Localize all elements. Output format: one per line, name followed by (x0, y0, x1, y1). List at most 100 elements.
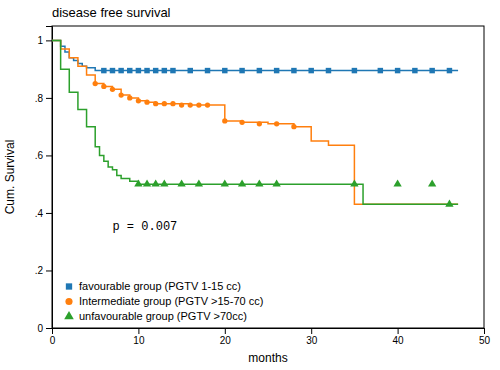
tick-mark (311, 328, 312, 334)
censor-marker (222, 118, 227, 123)
tick: .2 (35, 265, 52, 276)
survival-curve (52, 40, 458, 204)
censor-marker (134, 179, 142, 186)
censor-marker (179, 102, 184, 107)
tick-mark (46, 328, 52, 329)
tick-mark (398, 328, 399, 334)
censor-marker (170, 101, 175, 106)
censor-marker (177, 179, 185, 186)
censor-marker (127, 68, 132, 73)
legend-symbol (66, 283, 72, 289)
censor-marker (153, 68, 158, 73)
tick-label: 40 (393, 335, 405, 346)
legend-entry: unfavourable group (PGTV >70cc) (64, 310, 247, 322)
censor-marker (144, 68, 149, 73)
tick: 50 (479, 328, 491, 346)
censor-marker (274, 121, 279, 126)
censor-marker (428, 179, 436, 186)
censor-marker (238, 179, 246, 186)
legend-entry: Intermediate group (PGTV >15-70 cc) (65, 295, 263, 307)
censor-marker (110, 68, 115, 73)
censor-marker (101, 84, 106, 89)
tick: 0 (37, 323, 52, 334)
tick-mark (46, 270, 52, 271)
plot-frame (52, 26, 484, 328)
tick: .8 (35, 93, 52, 104)
x-axis-title: months (248, 351, 287, 365)
survival-curve (52, 40, 458, 204)
marks (52, 40, 458, 206)
censor-marker (378, 68, 383, 73)
censor-marker (162, 68, 167, 73)
censor-marker (110, 87, 115, 92)
censor-marker (239, 68, 244, 73)
tick-label: .6 (35, 150, 44, 161)
legend-label: Intermediate group (PGTV >15-70 cc) (79, 295, 263, 307)
censor-marker (308, 68, 313, 73)
censor-marker (272, 179, 280, 186)
censor-marker (160, 179, 168, 186)
censor-marker (205, 102, 210, 107)
tick-mark (138, 328, 139, 334)
tick: 1 (37, 35, 52, 46)
tick-label: .4 (35, 208, 44, 219)
censor-marker (118, 68, 123, 73)
tick-label: .8 (35, 93, 44, 104)
survival-curve (52, 40, 458, 70)
tick-label: 20 (220, 335, 232, 346)
censor-marker (393, 179, 401, 186)
axis-domain (46, 27, 53, 329)
tick: .6 (35, 150, 52, 161)
legend-label: unfavourable group (PGTV >70cc) (79, 310, 247, 322)
censor-marker (93, 81, 98, 86)
tick-mark (46, 155, 52, 156)
tick: 20 (220, 328, 232, 346)
censor-marker (136, 98, 141, 103)
tick: .4 (35, 208, 52, 219)
censor-marker (170, 68, 175, 73)
tick-label: 0 (50, 335, 56, 346)
censor-marker (188, 102, 193, 107)
censor-marker (239, 120, 244, 125)
censor-marker (412, 68, 417, 73)
tick-label: 0 (37, 323, 43, 334)
censor-marker (195, 179, 203, 186)
tick-mark (225, 328, 226, 334)
tick: 40 (393, 328, 405, 346)
censor-marker (291, 68, 296, 73)
censor-marker (196, 102, 201, 107)
legend: favourable group (PGTV 1-15 cc) Intermedi… (64, 280, 263, 322)
censor-marker (447, 68, 452, 73)
legend-symbol (64, 311, 74, 319)
tick-mark (484, 328, 485, 334)
censor-marker (257, 68, 262, 73)
censor-marker (127, 95, 132, 100)
tick-mark (46, 40, 52, 41)
censor-marker (445, 200, 453, 207)
censor-marker (188, 68, 193, 73)
axis-domain (53, 329, 485, 335)
tick: 10 (133, 328, 145, 346)
censor-marker (221, 179, 229, 186)
censor-marker (255, 179, 263, 186)
tick-label: 10 (133, 335, 145, 346)
censor-marker (429, 68, 434, 73)
tick: 0 (50, 328, 56, 346)
censor-marker (326, 68, 331, 73)
censor-marker (395, 68, 400, 73)
tick-label: .2 (35, 265, 44, 276)
censor-marker (291, 124, 296, 129)
censor-marker (222, 68, 227, 73)
censor-marker (144, 100, 149, 105)
censor-marker (205, 68, 210, 73)
legend-entry: favourable group (PGTV 1-15 cc) (66, 280, 241, 292)
y-axis: 0 .2 .4 .6 .8 1 (35, 27, 53, 334)
censor-marker (118, 92, 123, 97)
censor-marker (136, 68, 141, 73)
censor-marker (162, 101, 167, 106)
tick-label: 30 (306, 335, 318, 346)
censor-marker (257, 121, 262, 126)
plot-area: 010203040500.2.4.6.81p = 0.007favourable… (35, 26, 491, 346)
censor-marker (143, 179, 151, 186)
censor-marker (152, 179, 160, 186)
